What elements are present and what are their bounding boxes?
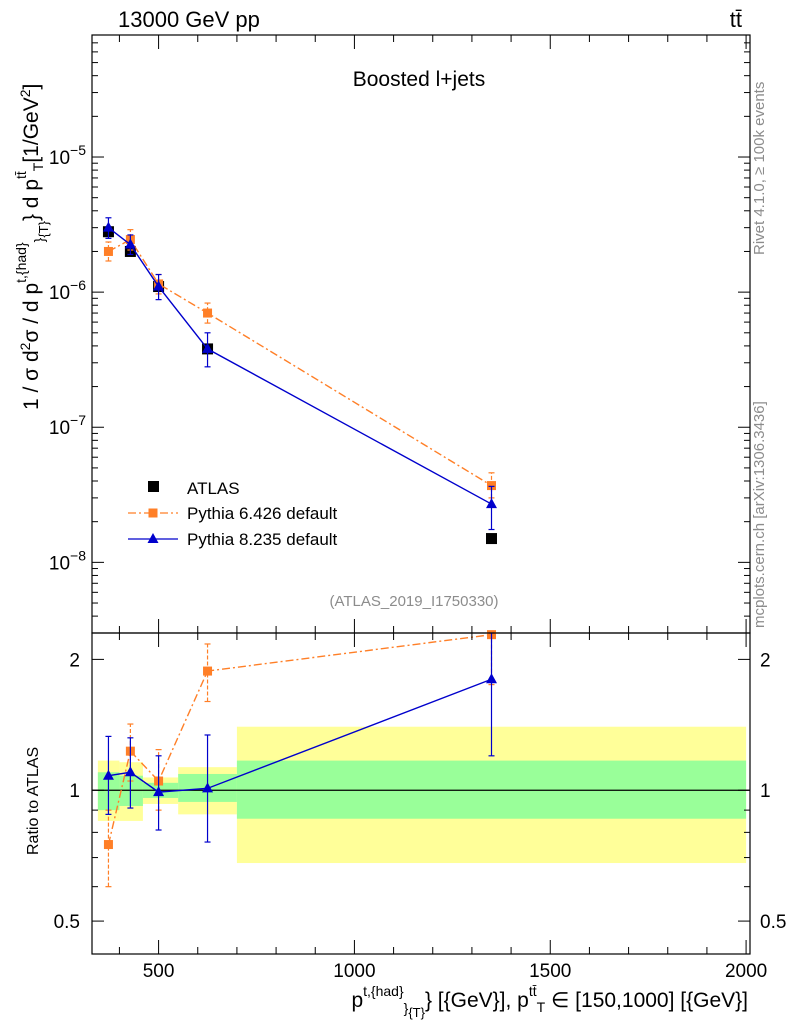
main-y-tick-label: 10−7 bbox=[49, 412, 86, 439]
legend-label-pythia8: Pythia 8.235 default bbox=[187, 530, 338, 549]
legend-marker-atlas bbox=[148, 481, 159, 492]
process-label: tt̄ bbox=[730, 7, 742, 32]
main-ticks bbox=[92, 34, 750, 634]
ratio-ticks bbox=[92, 633, 750, 954]
series-line bbox=[108, 238, 492, 487]
ratio-data-point bbox=[203, 666, 213, 676]
ratio-y-tick-label-right: 2 bbox=[760, 650, 771, 671]
ratio-y-tick-label-right: 0.5 bbox=[760, 912, 786, 933]
ratio-series-line bbox=[107, 633, 492, 845]
ratio-series bbox=[102, 630, 497, 888]
main-y-tick-label: 10−8 bbox=[49, 547, 86, 574]
main-y-axis-title: 1 / σ d2σ / d pt,{had}}{T}} d ptt̄T[1/Ge… bbox=[13, 84, 51, 410]
ratio-y-tick-label-right: 1 bbox=[760, 781, 771, 802]
main-series bbox=[102, 217, 497, 545]
legend-marker-pythia6 bbox=[148, 508, 158, 518]
mcplots-label: mcplots.cern.ch [arXiv:1306.3436] bbox=[751, 401, 768, 628]
ratio-panel: 0.5 0.5 1 1 2 2 500 1000 1500 2000 Ratio to ATLAS… bbox=[25, 630, 786, 1020]
main-panel-title: Boosted l+jets bbox=[353, 68, 486, 91]
data-point bbox=[153, 280, 165, 291]
series-line bbox=[108, 227, 492, 505]
legend: ATLAS Pythia 6.426 default Pythia 8.235 … bbox=[128, 479, 338, 549]
legend-marker-pythia8 bbox=[147, 533, 159, 543]
series-atlas bbox=[102, 226, 497, 545]
data-point bbox=[486, 533, 497, 545]
ratio-y-axis-title: Ratio to ATLAS bbox=[25, 747, 42, 855]
data-point bbox=[202, 342, 214, 353]
ratio-data-point bbox=[124, 766, 136, 777]
data-point bbox=[102, 221, 114, 232]
ratio-data-point bbox=[486, 673, 497, 684]
x-tick-label: 2000 bbox=[725, 961, 767, 982]
uncertainty-band-inner bbox=[119, 775, 143, 806]
legend-label-pythia6: Pythia 6.426 default bbox=[187, 504, 338, 523]
legend-label-atlas: ATLAS bbox=[187, 479, 240, 498]
ratio-y-tick-label-left: 2 bbox=[69, 650, 80, 671]
energy-label: 13000 GeV pp bbox=[118, 7, 260, 32]
main-y-tick-label: 10−5 bbox=[49, 142, 86, 169]
x-tick-label: 1000 bbox=[333, 961, 375, 982]
data-point bbox=[486, 498, 497, 509]
series-pythia-6-426-default bbox=[103, 229, 496, 499]
data-point bbox=[124, 238, 136, 249]
data-point bbox=[487, 481, 496, 491]
main-y-tick-label: 10−6 bbox=[49, 277, 86, 304]
main-panel: Boosted l+jets (ATLAS_2019_I1750330) 10−… bbox=[13, 34, 751, 634]
x-tick-label: 500 bbox=[143, 961, 175, 982]
data-point bbox=[103, 246, 113, 256]
analysis-id-label: (ATLAS_2019_I1750330) bbox=[329, 593, 498, 610]
ratio-data-point bbox=[153, 786, 165, 797]
data-point bbox=[203, 308, 213, 318]
series-pythia-8-235-default bbox=[102, 217, 497, 531]
ratio-y-tick-label-left: 1 bbox=[69, 781, 80, 802]
ratio-y-tick-label-left: 0.5 bbox=[54, 912, 80, 933]
x-axis-title: pt,{had}}{T}} [{GeV}], ptt̄T ∈ [150,1000… bbox=[351, 983, 748, 1020]
rivet-version-label: Rivet 4.1.0, ≥ 100k events bbox=[751, 82, 768, 255]
main-tick-labels: 10−8 10−7 10−6 10−5 bbox=[49, 142, 86, 574]
ratio-data-point bbox=[102, 769, 114, 780]
ratio-tick-labels: 0.5 0.5 1 1 2 2 500 1000 1500 2000 bbox=[54, 650, 786, 982]
ratio-data-point bbox=[202, 782, 214, 793]
x-tick-label: 1500 bbox=[529, 961, 571, 982]
ratio-panel-frame bbox=[91, 632, 751, 955]
ratio-bands bbox=[97, 726, 747, 864]
ratio-data-point bbox=[103, 840, 113, 850]
